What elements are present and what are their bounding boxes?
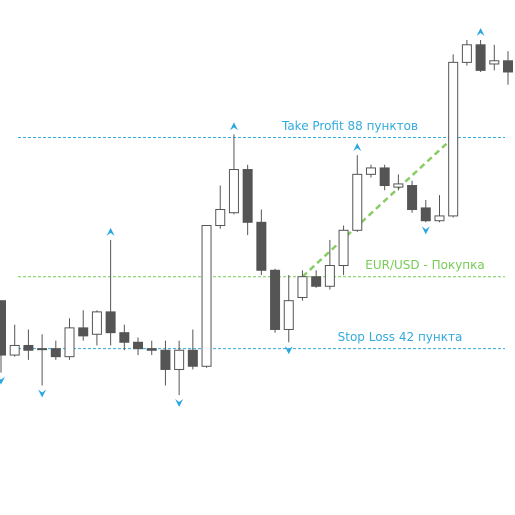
fractal-down (421, 226, 430, 235)
candle-body (434, 215, 445, 222)
candle-body (365, 167, 376, 175)
fractal-down (284, 346, 293, 355)
candle-body (9, 344, 20, 356)
candle-body (420, 207, 431, 222)
candle-body (0, 300, 6, 356)
fractal-down (38, 389, 47, 398)
candle-body (133, 341, 144, 350)
fractal-down (175, 399, 184, 408)
fractal-up (229, 122, 238, 131)
candle-body (187, 349, 198, 367)
candle-body (352, 173, 363, 231)
candle-body (23, 344, 34, 351)
fractal-up (106, 227, 115, 236)
candle-body (297, 276, 308, 298)
candle-body (215, 209, 226, 227)
candle-body (503, 60, 513, 73)
candle-body (338, 229, 349, 266)
level-label: Take Profit 88 пунктов (281, 119, 418, 133)
candle-body (242, 169, 253, 223)
candle-body (270, 269, 281, 330)
candle-body (448, 61, 459, 217)
candle-body (201, 225, 212, 367)
candle-body (283, 300, 294, 330)
candle-body (146, 348, 157, 351)
candle-body (393, 183, 404, 188)
candle-body (174, 349, 185, 370)
candle-body (324, 264, 335, 287)
fractal-up (476, 27, 485, 36)
candle-body (461, 44, 472, 63)
candle-body (379, 167, 390, 187)
candle-body (475, 44, 486, 71)
candle-body (119, 332, 130, 343)
candle-body (64, 327, 75, 358)
candle-body (228, 169, 239, 214)
candle-body (160, 349, 171, 370)
candle-body (50, 348, 61, 358)
level-label: Stop Loss 42 пункта (338, 330, 463, 344)
candle-body (37, 348, 48, 351)
candle-body (105, 311, 116, 334)
fractal-up (353, 143, 362, 152)
level-label: EUR/USD - Покупка (365, 258, 485, 272)
candle-body (91, 311, 102, 335)
candle-body (78, 327, 89, 337)
candle-body (407, 185, 418, 211)
candle-body (489, 60, 500, 65)
candle-body (256, 221, 267, 271)
trade-line (301, 136, 455, 278)
candle-body (311, 276, 322, 287)
fractal-down (0, 376, 5, 385)
